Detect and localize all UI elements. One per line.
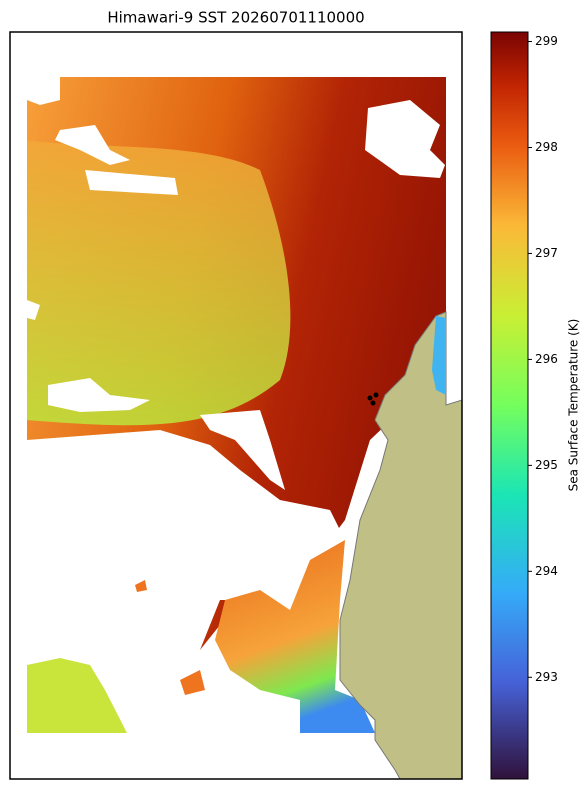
colorbar-tick-label: 295 <box>535 458 558 472</box>
map-frame <box>9 31 463 780</box>
colorbar-tick-label: 297 <box>535 246 558 260</box>
colorbar-tick-label: 298 <box>535 140 558 154</box>
colorbar <box>490 31 529 780</box>
map-title: Himawari-9 SST 20260701110000 <box>107 9 364 27</box>
station <box>370 400 376 406</box>
southwest-sea <box>27 658 127 733</box>
map <box>9 31 463 780</box>
warm-pool <box>27 140 291 426</box>
colorbar-label: Sea Surface Temperature (K) <box>567 319 581 492</box>
colorbar-tick-label: 293 <box>535 670 558 684</box>
colorbar-tick-label: 296 <box>535 352 558 366</box>
sea-fragment <box>135 580 205 695</box>
station <box>367 395 373 401</box>
colorbar-tick-label: 299 <box>535 34 558 48</box>
southern-sea <box>215 540 375 733</box>
cloud-gap <box>27 77 445 490</box>
lagoon <box>432 316 446 395</box>
colorbar-tick-label: 294 <box>535 564 558 578</box>
station <box>373 392 379 398</box>
